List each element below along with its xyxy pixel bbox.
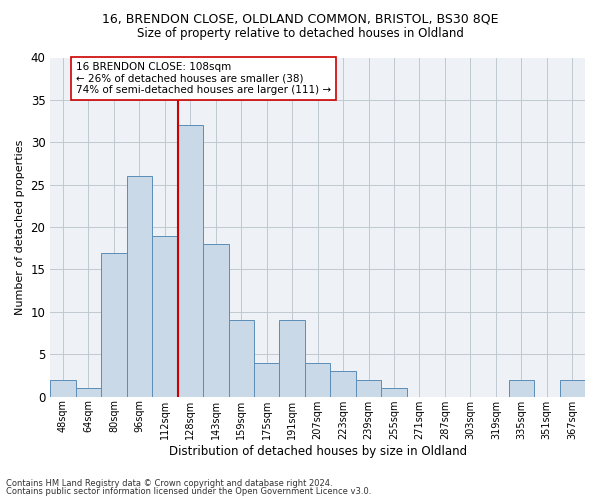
Bar	[101, 252, 127, 396]
Text: Contains public sector information licensed under the Open Government Licence v3: Contains public sector information licen…	[6, 487, 371, 496]
Text: Size of property relative to detached houses in Oldland: Size of property relative to detached ho…	[137, 28, 463, 40]
Bar	[509, 380, 534, 396]
Y-axis label: Number of detached properties: Number of detached properties	[15, 140, 25, 315]
Bar	[560, 380, 585, 396]
X-axis label: Distribution of detached houses by size in Oldland: Distribution of detached houses by size …	[169, 444, 467, 458]
Bar	[203, 244, 229, 396]
Bar	[229, 320, 254, 396]
Bar	[280, 320, 305, 396]
Bar	[50, 380, 76, 396]
Bar	[305, 363, 331, 396]
Bar	[178, 126, 203, 396]
Bar	[356, 380, 382, 396]
Bar	[331, 371, 356, 396]
Bar	[127, 176, 152, 396]
Text: 16 BRENDON CLOSE: 108sqm
← 26% of detached houses are smaller (38)
74% of semi-d: 16 BRENDON CLOSE: 108sqm ← 26% of detach…	[76, 62, 331, 95]
Text: 16, BRENDON CLOSE, OLDLAND COMMON, BRISTOL, BS30 8QE: 16, BRENDON CLOSE, OLDLAND COMMON, BRIST…	[102, 12, 498, 26]
Bar	[254, 363, 280, 396]
Bar	[152, 236, 178, 396]
Text: Contains HM Land Registry data © Crown copyright and database right 2024.: Contains HM Land Registry data © Crown c…	[6, 478, 332, 488]
Bar	[76, 388, 101, 396]
Bar	[382, 388, 407, 396]
